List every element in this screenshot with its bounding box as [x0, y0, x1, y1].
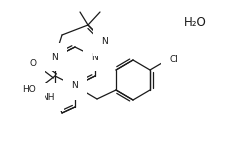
Text: N: N: [92, 52, 98, 61]
Text: HO: HO: [22, 85, 36, 94]
Text: N: N: [102, 37, 108, 47]
Text: O: O: [29, 58, 36, 68]
Text: NH: NH: [42, 93, 55, 101]
Text: Cl: Cl: [170, 55, 179, 65]
Text: H₂O: H₂O: [184, 15, 206, 29]
Text: N: N: [52, 52, 58, 61]
Text: N: N: [72, 81, 78, 91]
